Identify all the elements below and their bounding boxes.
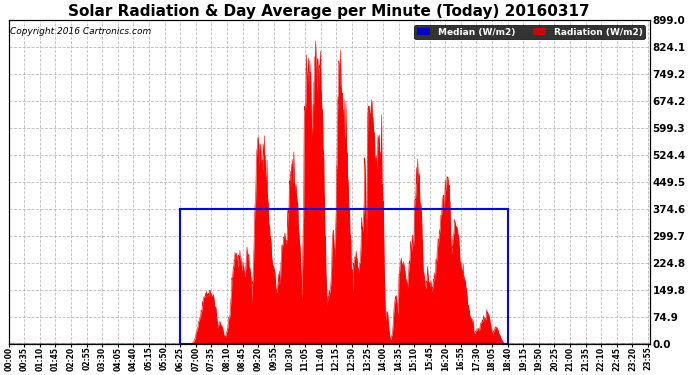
Title: Solar Radiation & Day Average per Minute (Today) 20160317: Solar Radiation & Day Average per Minute… [68,4,590,19]
Bar [180,209,508,344]
Text: Copyright 2016 Cartronics.com: Copyright 2016 Cartronics.com [10,27,151,36]
Legend: Median (W/m2), Radiation (W/m2): Median (W/m2), Radiation (W/m2) [414,25,645,39]
